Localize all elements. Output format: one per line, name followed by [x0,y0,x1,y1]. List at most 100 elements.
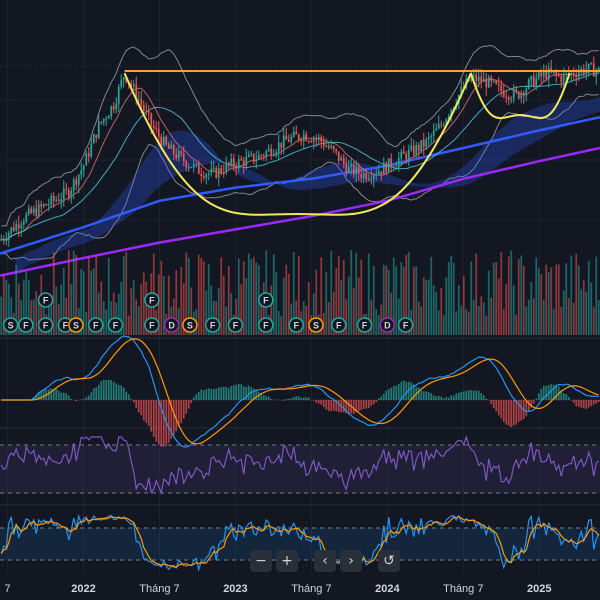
candle [185,161,188,168]
macd-histogram-bar [492,400,495,409]
candle [150,113,153,126]
volume-bar [135,299,138,335]
x-axis-tick-label: Tháng 7 [139,583,179,595]
macd-pane[interactable] [0,335,600,448]
event-marker[interactable]: F [330,317,347,333]
event-marker-circle [204,317,221,333]
macd-histogram-bar [425,391,428,400]
volume-bar [437,310,440,335]
candle [40,204,43,207]
volume-bar [525,306,528,335]
event-marker[interactable]: F [37,317,54,333]
candle [552,71,555,73]
candle [340,157,343,161]
volume-bar [117,293,120,335]
macd-histogram-bar [530,400,533,408]
event-marker[interactable]: D [379,317,396,333]
event-marker[interactable]: F [144,317,160,333]
candle [295,131,298,135]
macd-histogram-bar [352,400,355,414]
macd-histogram-bar [357,400,360,412]
macd-histogram-bar [40,390,43,400]
event-marker[interactable]: F [258,317,274,333]
candle [130,83,133,87]
candle [162,136,165,146]
rsi-pane[interactable] [0,435,600,496]
macd-histogram-bar [150,400,153,432]
volume-bar [342,259,345,335]
event-marker-circle [258,292,274,308]
candle [477,76,480,82]
candle [450,109,453,117]
macd-histogram-bar [257,391,260,400]
event-marker-circle [397,317,414,333]
volume-bar [275,272,278,335]
macd-histogram-bar [565,393,568,400]
candle [262,155,265,157]
candle [395,165,398,167]
macd-histogram-bar [507,400,510,426]
volume-bar [467,311,470,335]
event-marker[interactable]: S [182,317,198,333]
scroll-left-button[interactable]: ‹ [314,550,336,572]
event-marker-letter: F [336,321,342,331]
event-marker[interactable]: F [107,317,124,333]
scroll-right-button[interactable]: › [340,550,362,572]
macd-histogram-bar [127,394,130,400]
candle [90,143,93,157]
candle [480,76,483,82]
event-marker[interactable]: F [87,317,104,333]
zoom-out-button[interactable]: − [250,550,272,572]
volume-bar [325,271,328,335]
event-marker[interactable]: F [288,317,304,333]
candle [337,151,340,161]
macd-histogram-bar [477,390,480,400]
macd-histogram-bar [237,383,240,400]
event-marker[interactable]: S [308,317,324,333]
candle [250,153,253,155]
volume-bar [177,308,180,335]
price-pane[interactable] [0,45,600,277]
event-marker[interactable]: S [2,317,19,333]
event-marker[interactable]: F [258,292,274,308]
macd-histogram-bar [452,395,455,400]
event-marker[interactable]: F [397,317,414,333]
candle [542,71,545,77]
event-marker[interactable]: F [18,317,34,333]
candle [360,173,363,178]
macd-histogram-bar [202,390,205,400]
event-marker[interactable]: S [68,317,84,333]
event-marker[interactable]: F [204,317,221,333]
volume-bar [482,302,485,335]
candle [525,88,528,96]
candle [55,199,58,201]
event-marker[interactable]: F [227,317,244,333]
candle [280,142,283,148]
candle [205,174,208,179]
candle [230,158,233,165]
zoom-in-button[interactable]: + [276,550,298,572]
candle [175,154,178,159]
event-markers: S F FFF S F F FFD S F F FFF S F F D F [2,292,414,333]
event-marker-letter: F [210,321,216,331]
volume-bar [27,279,30,335]
candle [272,154,275,156]
event-marker[interactable]: F [144,292,160,308]
event-marker[interactable]: F [37,292,54,308]
candle [545,71,548,79]
volume-bar [97,292,100,335]
event-marker[interactable]: D [163,317,180,333]
event-marker-letter: S [73,321,79,331]
volume-bar [132,279,135,335]
volume-bar [567,297,570,335]
volume-bar [82,271,85,335]
candle [495,80,498,84]
candle [247,154,250,157]
event-marker[interactable]: F [356,317,373,333]
candle [157,128,160,137]
stoch-pane[interactable] [0,513,600,572]
volume-bar [565,263,568,335]
volume-bar [122,255,125,335]
reset-chart-button[interactable]: ↺ [378,550,400,572]
